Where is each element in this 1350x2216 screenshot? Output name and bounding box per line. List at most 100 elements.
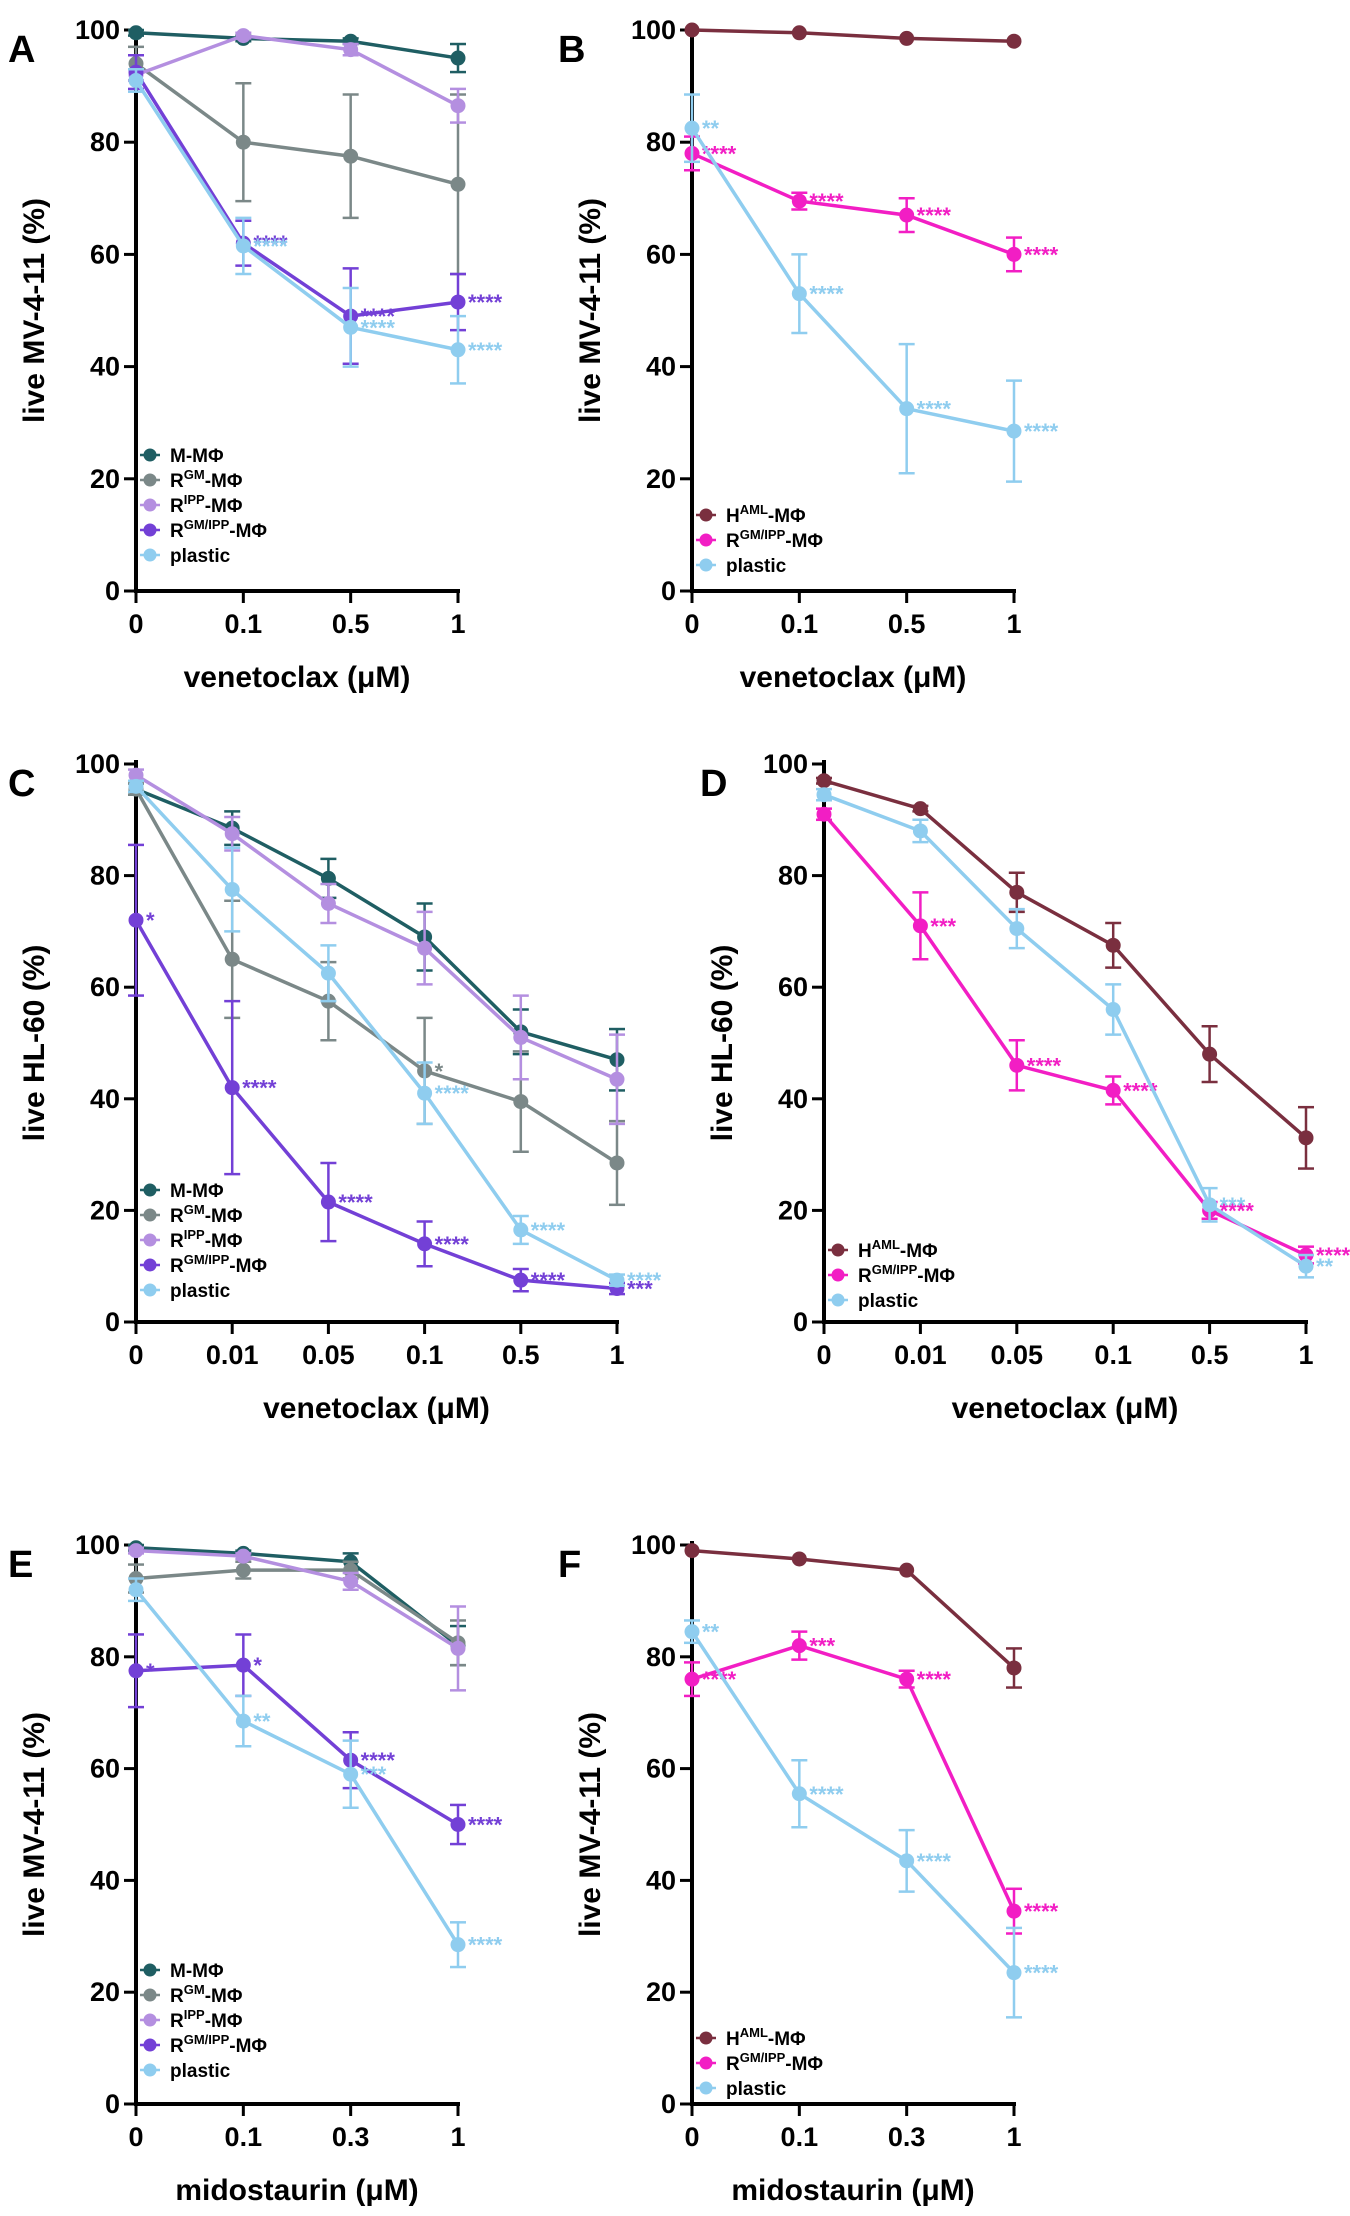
legend-suffix: -MΦ bbox=[768, 2029, 806, 2050]
y-tick-label: 60 bbox=[90, 972, 120, 1002]
x-tick-label: 0.3 bbox=[888, 2122, 926, 2152]
significance-label: **** bbox=[1024, 419, 1059, 444]
legend-suffix: -MΦ bbox=[205, 1986, 243, 2007]
legend-prefix: H bbox=[858, 1241, 872, 1262]
significance-label: **** bbox=[361, 304, 396, 329]
x-tick-label: 0 bbox=[128, 609, 143, 639]
data-point bbox=[899, 207, 915, 223]
x-tick-label: 1 bbox=[1298, 1340, 1313, 1370]
panel-label: A bbox=[8, 29, 35, 71]
significance-label: *** bbox=[627, 1277, 653, 1302]
legend-label: plastic bbox=[170, 546, 231, 567]
data-point bbox=[816, 806, 832, 822]
data-point bbox=[1006, 1660, 1022, 1676]
panel-f: F 0 20 40 60 80 100 0 0.1 0.3 1 midostaurin (μM) liv… bbox=[558, 1530, 1059, 2207]
data-point bbox=[684, 1671, 700, 1687]
legend-item: HAML-MΦ bbox=[828, 1237, 938, 1262]
series-RGM/IPP-MΦ: ***************** *** bbox=[128, 843, 653, 1302]
data-point bbox=[899, 1562, 915, 1578]
y-tick-label: 20 bbox=[646, 1977, 676, 2007]
data-point bbox=[912, 801, 928, 817]
panel-label: B bbox=[558, 29, 585, 71]
legend-label: RGM/IPP-MΦ bbox=[726, 2050, 823, 2075]
series-line bbox=[135, 773, 618, 1081]
x-axis-title: venetoclax (μM) bbox=[263, 1392, 490, 1425]
data-point bbox=[791, 193, 807, 209]
legend-superscript: GM/IPP bbox=[184, 2032, 230, 2047]
series-RIPP-MΦ bbox=[128, 1543, 466, 1692]
data-point bbox=[417, 1236, 433, 1252]
y-tick-label: 0 bbox=[105, 1307, 120, 1337]
data-point bbox=[513, 1094, 529, 1110]
significance-label: **** bbox=[809, 282, 844, 307]
data-point bbox=[450, 50, 466, 66]
data-point bbox=[1202, 1197, 1218, 1213]
legend-swatch bbox=[143, 448, 157, 462]
legend-prefix: R bbox=[170, 1986, 184, 2007]
series-line bbox=[691, 1643, 1016, 1912]
legend-prefix: H bbox=[726, 506, 740, 527]
series-line bbox=[690, 127, 1015, 433]
legend-superscript: GM/IPP bbox=[740, 2050, 786, 2065]
data-point bbox=[224, 951, 240, 967]
series-RGM/IPP-MΦ: *************** bbox=[684, 1630, 1059, 1935]
y-tick-label: 100 bbox=[631, 15, 676, 45]
legend-item: HAML-MΦ bbox=[696, 502, 806, 527]
x-tick-label: 0 bbox=[128, 2122, 143, 2152]
legend-label: plastic bbox=[170, 1281, 231, 1302]
y-tick-label: 60 bbox=[646, 1754, 676, 1784]
legend-item: RGM-MΦ bbox=[140, 467, 243, 492]
data-point bbox=[128, 767, 144, 783]
y-tick-label: 20 bbox=[778, 1195, 808, 1225]
series-RIPP-MΦ bbox=[128, 767, 625, 1126]
series-plastic: ************** bbox=[684, 93, 1059, 483]
legend-superscript: GM bbox=[184, 1982, 205, 1997]
data-point bbox=[320, 896, 336, 911]
legend-item: RGM-MΦ bbox=[140, 1982, 243, 2007]
legend-item: RGM/IPP-MΦ bbox=[140, 1252, 267, 1277]
x-axis-title: venetoclax (μM) bbox=[184, 661, 411, 694]
legend-swatch bbox=[699, 508, 713, 522]
data-point bbox=[343, 1766, 359, 1782]
significance-label: **** bbox=[531, 1218, 566, 1243]
x-tick-label: 1 bbox=[450, 609, 465, 639]
data-point bbox=[513, 1029, 529, 1045]
series-line bbox=[691, 28, 1015, 43]
data-point bbox=[128, 1543, 144, 1559]
data-point bbox=[816, 773, 832, 789]
legend-suffix: -MΦ bbox=[229, 2036, 267, 2057]
data-point bbox=[912, 918, 928, 934]
legend-label: RGM/IPP-MΦ bbox=[170, 1252, 267, 1277]
significance-label: ** bbox=[253, 1709, 271, 1734]
x-axis-title: venetoclax (μM) bbox=[740, 661, 967, 694]
series-M-MΦ bbox=[128, 781, 625, 1092]
y-tick-label: 80 bbox=[778, 861, 808, 891]
series-line bbox=[691, 151, 1015, 257]
series-line bbox=[134, 788, 618, 1165]
legend-prefix: H bbox=[726, 2029, 740, 2050]
y-tick-label: 40 bbox=[646, 1865, 676, 1895]
data-point bbox=[1009, 884, 1025, 900]
data-point bbox=[1006, 1965, 1022, 1981]
series-line bbox=[135, 1663, 459, 1827]
y-tick-label: 20 bbox=[90, 1977, 120, 2007]
data-point bbox=[684, 22, 700, 38]
y-axis-title: live HL-60 (%) bbox=[706, 945, 739, 1142]
significance-label: **** bbox=[361, 1748, 396, 1773]
panel-d: D 0 20 40 60 80 100 0 0.01 0.05 0.1 0.5 1 venetoclax … bbox=[700, 749, 1350, 1425]
y-tick-label: 40 bbox=[778, 1084, 808, 1114]
legend-superscript: AML bbox=[872, 1237, 900, 1252]
legend-label: RGM-MΦ bbox=[170, 1982, 243, 2007]
data-point bbox=[235, 1548, 251, 1564]
x-tick-label: 0.1 bbox=[781, 609, 819, 639]
legend-prefix: R bbox=[726, 2054, 740, 2075]
data-point bbox=[791, 1786, 807, 1802]
legend-swatch bbox=[699, 2081, 713, 2095]
significance-label: **** bbox=[468, 338, 503, 363]
data-point bbox=[235, 1713, 251, 1729]
series-RGM-MΦ: * bbox=[128, 781, 625, 1207]
legend-item: plastic bbox=[828, 1291, 919, 1312]
